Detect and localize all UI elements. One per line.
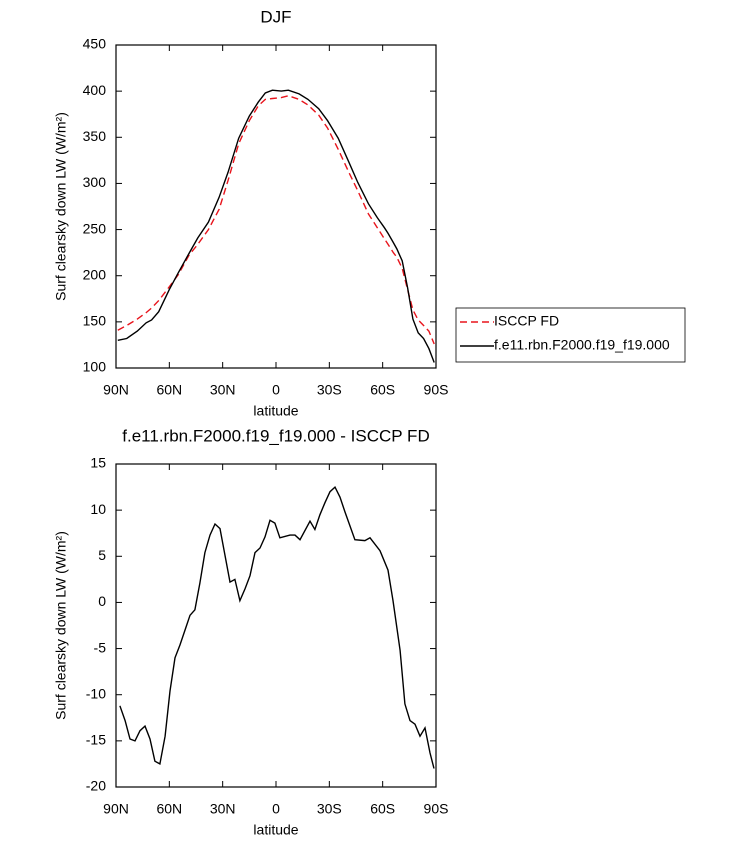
x-tick-label: 30S xyxy=(317,382,342,398)
x-axis-label: latitude xyxy=(253,403,298,419)
data-line xyxy=(117,89,435,363)
chart-title: DJF xyxy=(260,7,291,26)
legend-box xyxy=(455,307,686,363)
y-tick-label: 5 xyxy=(98,547,106,563)
y-tick-label: 250 xyxy=(83,220,107,236)
y-tick-label: 350 xyxy=(83,128,107,144)
y-axis-label: Surf clearsky down LW (W/m²) xyxy=(53,112,69,301)
y-tick-label: 0 xyxy=(98,593,106,609)
plot-frame xyxy=(115,44,437,369)
y-tick-label: 100 xyxy=(83,359,107,375)
y-tick-label: -20 xyxy=(86,778,106,794)
x-tick-label: 60S xyxy=(370,801,395,817)
y-tick-label: 300 xyxy=(83,174,107,190)
legend-label: f.e11.rbn.F2000.f19_f19.000 xyxy=(494,337,670,353)
x-tick-label: 90N xyxy=(103,382,129,398)
y-tick-label: 15 xyxy=(90,455,106,471)
y-axis-label: Surf clearsky down LW (W/m²) xyxy=(53,531,69,720)
data-line xyxy=(119,485,435,769)
x-tick-label: 30N xyxy=(210,382,236,398)
x-tick-label: 60N xyxy=(156,382,182,398)
x-tick-label: 90S xyxy=(424,382,449,398)
legend-label: ISCCP FD xyxy=(494,313,559,329)
x-tick-label: 0 xyxy=(272,382,280,398)
data-line xyxy=(117,95,435,345)
y-tick-label: 450 xyxy=(83,36,107,52)
plot-frame xyxy=(115,463,437,788)
y-tick-label: 400 xyxy=(83,82,107,98)
x-tick-label: 30S xyxy=(317,801,342,817)
x-tick-label: 60S xyxy=(370,382,395,398)
chart-title: f.e11.rbn.F2000.f19_f19.000 - ISCCP FD xyxy=(122,426,429,445)
x-tick-label: 90S xyxy=(424,801,449,817)
x-tick-label: 0 xyxy=(272,801,280,817)
y-tick-label: -10 xyxy=(86,685,106,701)
y-tick-label: 200 xyxy=(83,266,107,282)
x-tick-label: 60N xyxy=(156,801,182,817)
y-tick-label: -5 xyxy=(94,639,107,655)
x-tick-label: 90N xyxy=(103,801,129,817)
x-axis-label: latitude xyxy=(253,822,298,838)
y-tick-label: 10 xyxy=(90,501,106,517)
x-tick-label: 30N xyxy=(210,801,236,817)
y-tick-label: -15 xyxy=(86,732,106,748)
y-tick-label: 150 xyxy=(83,313,107,329)
